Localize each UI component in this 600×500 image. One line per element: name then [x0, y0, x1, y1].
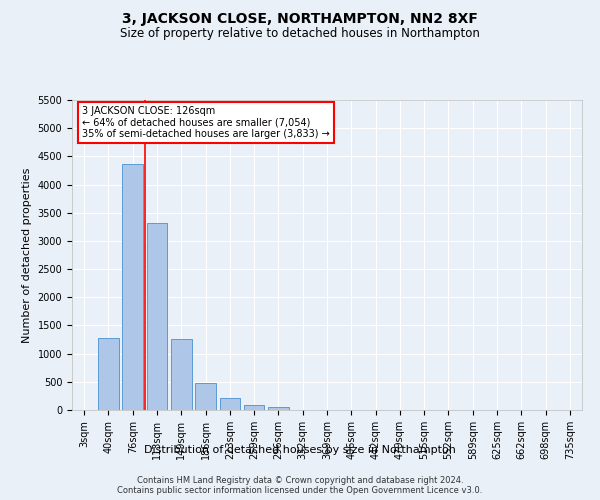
Text: Size of property relative to detached houses in Northampton: Size of property relative to detached ho…	[120, 28, 480, 40]
Bar	[220, 398, 240, 410]
Text: 3 JACKSON CLOSE: 126sqm
← 64% of detached houses are smaller (7,054)
35% of semi: 3 JACKSON CLOSE: 126sqm ← 64% of detache…	[82, 106, 330, 140]
Bar	[122, 164, 143, 410]
Bar	[195, 383, 216, 410]
Text: 3, JACKSON CLOSE, NORTHAMPTON, NN2 8XF: 3, JACKSON CLOSE, NORTHAMPTON, NN2 8XF	[122, 12, 478, 26]
Bar	[171, 339, 191, 410]
Bar	[244, 404, 265, 410]
Bar	[268, 406, 289, 410]
Text: Contains HM Land Registry data © Crown copyright and database right 2024.
Contai: Contains HM Land Registry data © Crown c…	[118, 476, 482, 495]
Bar	[146, 224, 167, 410]
Text: Distribution of detached houses by size in Northampton: Distribution of detached houses by size …	[144, 445, 456, 455]
Bar	[98, 338, 119, 410]
Y-axis label: Number of detached properties: Number of detached properties	[22, 168, 32, 342]
